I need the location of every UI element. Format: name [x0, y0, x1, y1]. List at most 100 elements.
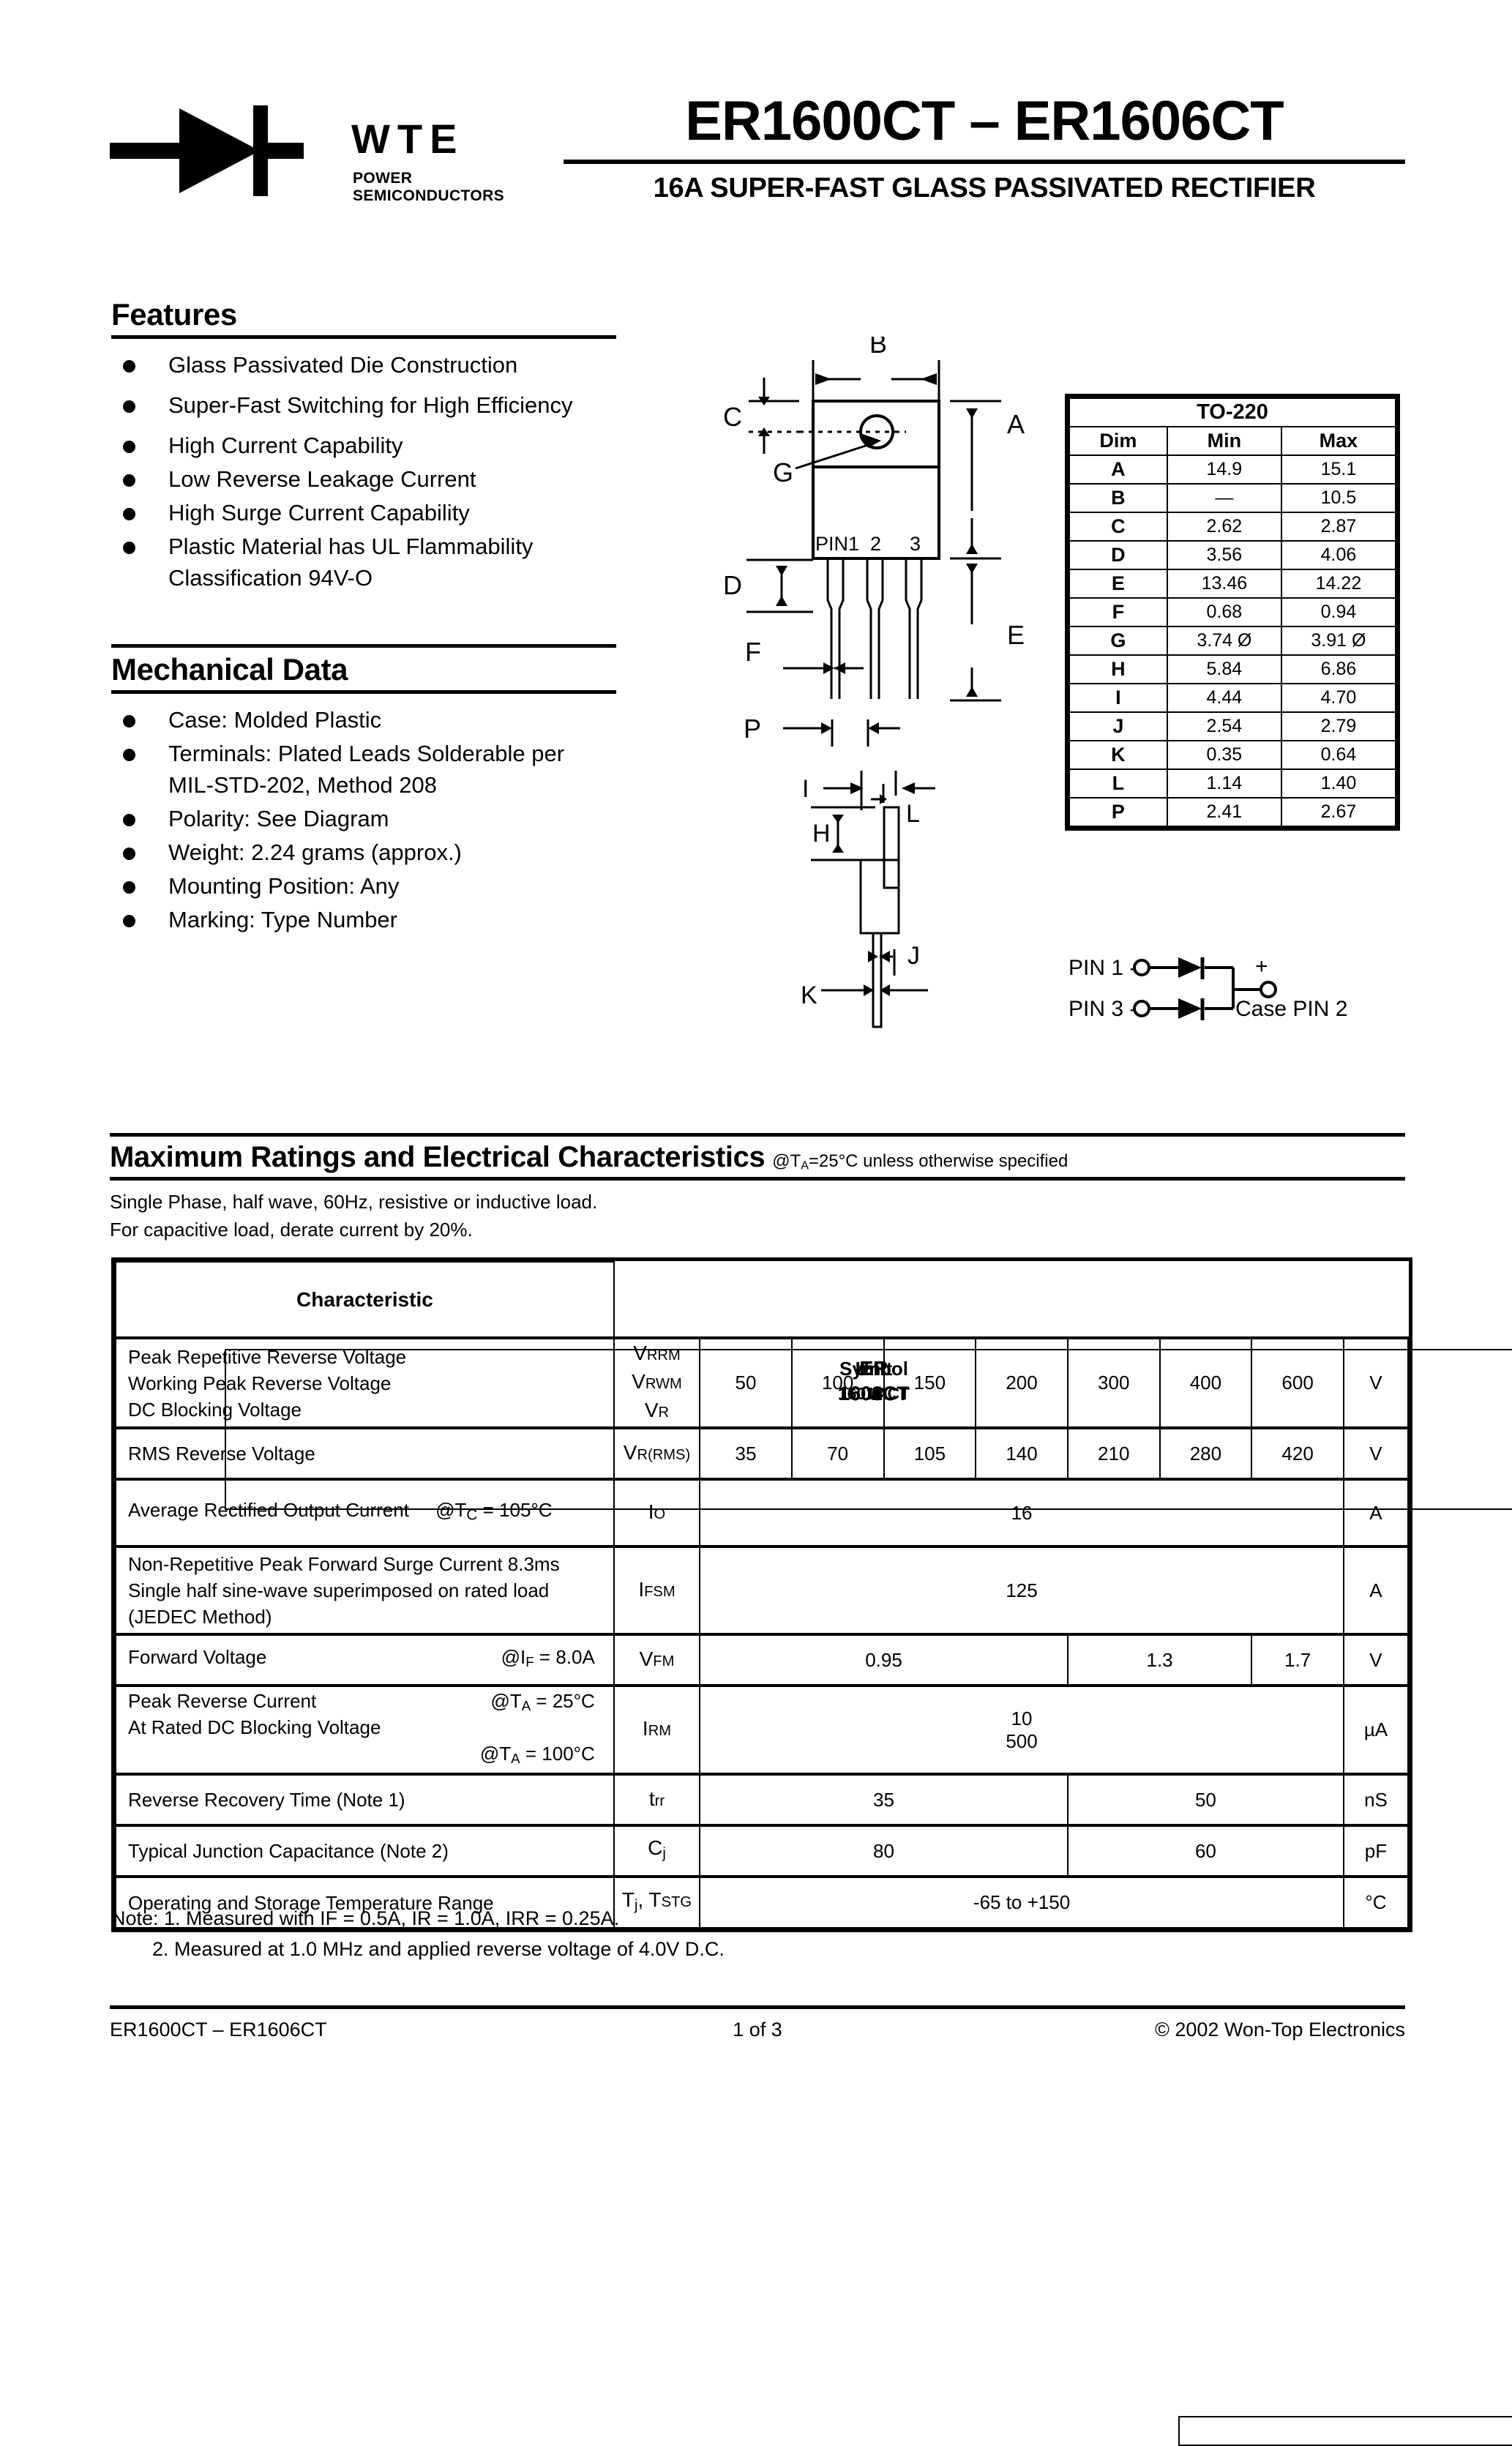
- row-characteristic: Operating and Storage Temperature Range: [115, 1875, 615, 1929]
- row-symbol: VRRM VRWM VR: [613, 1336, 701, 1429]
- ratings-condition-sub: A: [801, 1159, 809, 1172]
- min-cell: 3.74 Ø: [1166, 626, 1282, 656]
- value-cell: 210: [1066, 1426, 1161, 1480]
- max-cell: 0.94: [1280, 597, 1397, 627]
- ratings-heading: Maximum Ratings and Electrical Character…: [110, 1141, 766, 1173]
- value-cell: 35: [699, 1773, 1068, 1827]
- max-cell: 3.91 Ø: [1280, 626, 1397, 656]
- table-row: J 2.54 2.79: [1068, 711, 1397, 741]
- value-cell: 400: [1159, 1336, 1253, 1429]
- feature-label: High Surge Current Capability: [168, 500, 470, 526]
- dim-label-E: E: [1007, 620, 1025, 650]
- min-cell: 5.84: [1166, 654, 1282, 684]
- part-number: 1603CT: [838, 1383, 910, 1405]
- ratings-divider-bottom: [110, 1177, 1405, 1181]
- value-cell: -65 to +150: [699, 1875, 1344, 1929]
- table-row: Non-Repetitive Peak Forward Surge Curren…: [115, 1545, 1410, 1635]
- feature-label: Plastic Material has UL Flammability: [168, 534, 534, 559]
- col-header-max: Max: [1280, 426, 1397, 456]
- part-number: 1601ACT: [837, 1384, 910, 1403]
- row-symbol: Cj: [613, 1824, 701, 1878]
- pin3-schematic-label: PIN 3 -: [1068, 997, 1137, 1021]
- char-line1: Non-Repetitive Peak Forward Surge Curren…: [128, 1553, 560, 1575]
- ratings-condition-rest: =25°C unless otherwise specified: [808, 1151, 1068, 1171]
- table-row: C 2.62 2.87: [1068, 512, 1397, 542]
- table-row: K 0.35 0.64: [1068, 740, 1397, 770]
- er-prefix: ER: [859, 1357, 888, 1380]
- er-prefix: ER: [859, 1357, 888, 1380]
- min-cell: 2.54: [1166, 711, 1282, 741]
- min-cell: 0.35: [1166, 740, 1282, 770]
- page-title: ER1600CT – ER1606CT: [685, 90, 1284, 152]
- dim-cell: P: [1068, 797, 1168, 827]
- characteristics-table: Characteristic Symbol ER 1600CT ER 1601CT …: [111, 1257, 1512, 1933]
- unit-cell: A: [1342, 1478, 1410, 1547]
- dim-units-note: All Dimensions in mm: [1178, 2416, 1512, 2446]
- features-list: Glass Passivated Die Construction Super-…: [111, 349, 616, 594]
- list-item: Mounting Position: Any: [111, 870, 616, 902]
- logo-tagline: POWER SEMICONDUCTORS: [353, 170, 505, 204]
- min-cell: 2.41: [1166, 797, 1282, 827]
- row-characteristic: Non-Repetitive Peak Forward Surge Curren…: [115, 1545, 615, 1635]
- value-cell: 60: [1066, 1824, 1344, 1878]
- row-characteristic: Typical Junction Capacitance (Note 2): [115, 1824, 615, 1878]
- part-number: 1602CT: [838, 1383, 910, 1405]
- value-cell: 50: [1066, 1773, 1344, 1827]
- dim-label-C: C: [723, 402, 742, 432]
- row-characteristic: RMS Reverse Voltage: [115, 1426, 615, 1480]
- dim-label-I: I: [802, 775, 809, 803]
- table-row: I 4.44 4.70: [1068, 683, 1397, 713]
- col-header-characteristic: Characteristic: [115, 1261, 615, 1339]
- min-cell: 0.68: [1166, 597, 1282, 627]
- value-cell: 105: [883, 1426, 977, 1480]
- char-line2: Single half sine-wave superimposed on ra…: [128, 1579, 550, 1601]
- min-cell: 3.56: [1166, 540, 1282, 570]
- value-cell: 10 500: [699, 1683, 1344, 1776]
- package-name: TO-220: [1068, 397, 1396, 427]
- table-header-row: Characteristic Symbol ER 1600CT ER 1601CT …: [115, 1261, 1512, 1510]
- page-subtitle: 16A SUPER-FAST GLASS PASSIVATED RECTIFIE…: [653, 173, 1316, 203]
- pin2-label: 2: [870, 533, 881, 555]
- page-header: WTE POWER SEMICONDUCTORS ER1600CT – ER16…: [110, 88, 1405, 234]
- max-cell: 0.64: [1280, 740, 1397, 770]
- max-cell: 2.67: [1280, 797, 1397, 827]
- title-block: ER1600CT – ER1606CT 16A SUPER-FAST GLASS…: [564, 88, 1405, 204]
- feature-label-cont: Classification 94V-O: [168, 565, 373, 591]
- value-line2: 500: [1006, 1729, 1038, 1752]
- case-pin2-label: Case PIN 2: [1235, 997, 1347, 1021]
- table-row: Peak Reverse Current @TA = 25°C At Rated…: [115, 1683, 1410, 1776]
- dim-label-J: J: [907, 942, 920, 970]
- dim-cell: F: [1068, 597, 1168, 627]
- table-row: H 5.84 6.86: [1068, 654, 1397, 684]
- dim-label-F: F: [745, 637, 761, 667]
- ratings-condition: @TA=25°C unless otherwise specified: [765, 1151, 1068, 1172]
- dim-cell: J: [1068, 711, 1168, 741]
- unit-cell: V: [1342, 1426, 1410, 1480]
- min-cell: —: [1166, 483, 1282, 513]
- value-cell: 280: [1159, 1426, 1253, 1480]
- table-row: D 3.56 4.06: [1068, 540, 1397, 570]
- row-characteristic: Peak Reverse Current @TA = 25°C At Rated…: [115, 1683, 615, 1776]
- list-item: Plastic Material has UL Flammability Cla…: [111, 531, 616, 594]
- dim-label-L: L: [906, 800, 920, 828]
- char-condition: @IF = 8.0A: [501, 1646, 595, 1670]
- list-item: High Current Capability: [111, 430, 616, 461]
- er-prefix: ER: [859, 1357, 888, 1380]
- dim-cell: H: [1068, 654, 1168, 684]
- mechanical-label: Weight: 2.24 grams (approx.): [168, 839, 462, 865]
- max-cell: 15.1: [1280, 455, 1397, 485]
- part-number: 1606CT: [838, 1383, 910, 1405]
- er-prefix: ER: [859, 1357, 888, 1380]
- table-row: All Dimensions in mm: [1069, 826, 1512, 2446]
- list-item: Glass Passivated Die Construction: [111, 349, 616, 381]
- feature-label: Glass Passivated Die Construction: [168, 352, 518, 378]
- table-row: G 3.74 Ø 3.91 Ø: [1068, 626, 1397, 656]
- ratings-note-1: Single Phase, half wave, 60Hz, resistive…: [110, 1191, 598, 1213]
- row-symbol: IFSM: [613, 1545, 701, 1635]
- list-item: Weight: 2.24 grams (approx.): [111, 837, 616, 868]
- dim-label-B: B: [869, 337, 887, 359]
- row-symbol: VR(RMS): [613, 1426, 701, 1480]
- max-cell: 4.06: [1280, 540, 1397, 570]
- value-cell: 16: [699, 1478, 1344, 1547]
- dim-label-A: A: [1007, 409, 1025, 439]
